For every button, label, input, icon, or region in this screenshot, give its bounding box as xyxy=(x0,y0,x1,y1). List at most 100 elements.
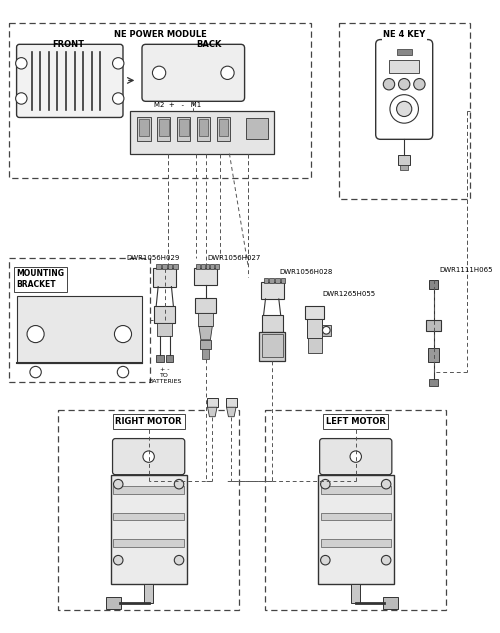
Text: LEFT MOTOR: LEFT MOTOR xyxy=(326,417,386,426)
Text: DWR1265H055: DWR1265H055 xyxy=(322,291,376,297)
Circle shape xyxy=(174,479,184,489)
Circle shape xyxy=(414,78,425,90)
Circle shape xyxy=(382,479,391,489)
Text: RIGHT MOTOR: RIGHT MOTOR xyxy=(116,417,182,426)
Circle shape xyxy=(382,555,391,565)
FancyBboxPatch shape xyxy=(142,44,244,101)
Circle shape xyxy=(16,93,27,104)
Bar xyxy=(206,264,210,268)
Polygon shape xyxy=(208,407,217,417)
Bar xyxy=(396,49,412,55)
FancyBboxPatch shape xyxy=(376,40,432,139)
Bar xyxy=(280,278,285,283)
Bar xyxy=(201,264,204,268)
Bar xyxy=(322,325,331,336)
Bar xyxy=(217,116,230,141)
Bar xyxy=(210,264,214,268)
Bar xyxy=(198,313,213,327)
Circle shape xyxy=(114,555,123,565)
FancyBboxPatch shape xyxy=(16,44,123,118)
Bar xyxy=(351,584,360,603)
Circle shape xyxy=(152,66,166,80)
Circle shape xyxy=(396,101,412,116)
Circle shape xyxy=(114,325,132,342)
Bar xyxy=(202,349,209,359)
Circle shape xyxy=(112,58,124,69)
Bar xyxy=(426,320,441,331)
Text: DWR1056H028: DWR1056H028 xyxy=(280,269,333,275)
Text: DWR1056H027: DWR1056H027 xyxy=(208,255,261,261)
Circle shape xyxy=(320,555,330,565)
Bar xyxy=(162,264,166,268)
Bar xyxy=(400,165,408,170)
Circle shape xyxy=(174,555,184,565)
Bar xyxy=(320,486,391,494)
FancyBboxPatch shape xyxy=(112,439,184,475)
Bar xyxy=(157,323,172,336)
Bar xyxy=(154,306,175,323)
Bar xyxy=(389,60,420,73)
Circle shape xyxy=(384,78,394,90)
Circle shape xyxy=(114,479,123,489)
Circle shape xyxy=(143,451,154,462)
Text: DWR1111H065: DWR1111H065 xyxy=(440,267,493,273)
Bar xyxy=(320,539,391,547)
Bar xyxy=(114,513,184,520)
Bar xyxy=(166,355,173,361)
Bar xyxy=(259,332,285,361)
FancyBboxPatch shape xyxy=(320,439,392,475)
Bar xyxy=(137,116,150,141)
Bar xyxy=(196,264,200,268)
Bar xyxy=(260,282,283,299)
Text: DWR1056H029: DWR1056H029 xyxy=(127,255,180,261)
Bar xyxy=(320,513,391,520)
Text: M2  +   -   M1: M2 + - M1 xyxy=(154,102,201,108)
Bar xyxy=(275,278,280,283)
Text: + -
TO
BATTERIES: + - TO BATTERIES xyxy=(148,367,182,384)
Circle shape xyxy=(30,367,42,378)
Bar xyxy=(194,268,217,285)
Circle shape xyxy=(118,367,128,378)
Text: NE 4 KEY: NE 4 KEY xyxy=(383,30,426,39)
Bar xyxy=(130,111,274,154)
Bar xyxy=(219,120,228,137)
Bar xyxy=(114,486,184,494)
Bar xyxy=(144,584,154,603)
Bar xyxy=(156,355,164,361)
Circle shape xyxy=(398,78,410,90)
Circle shape xyxy=(320,479,330,489)
Bar xyxy=(200,340,211,349)
Bar xyxy=(308,319,322,338)
Bar xyxy=(154,268,176,287)
Bar xyxy=(110,475,186,584)
Circle shape xyxy=(112,93,124,104)
Bar xyxy=(157,116,170,141)
Bar xyxy=(384,597,398,608)
Bar xyxy=(156,264,161,268)
Circle shape xyxy=(350,451,362,462)
Bar xyxy=(195,298,216,313)
Bar xyxy=(106,597,121,608)
Bar xyxy=(177,116,190,141)
Bar xyxy=(429,280,438,289)
Bar xyxy=(114,539,184,547)
Bar xyxy=(270,278,274,283)
Bar xyxy=(398,156,410,165)
Bar xyxy=(197,116,210,141)
Bar xyxy=(16,296,142,363)
Text: BACK: BACK xyxy=(196,40,221,49)
Bar xyxy=(174,264,178,268)
Bar xyxy=(264,278,268,283)
Bar xyxy=(159,120,168,137)
Polygon shape xyxy=(199,327,212,340)
Bar xyxy=(206,398,218,407)
Bar xyxy=(429,379,438,386)
Bar xyxy=(199,120,208,137)
Bar xyxy=(215,264,219,268)
Text: NE POWER MODULE: NE POWER MODULE xyxy=(114,30,206,39)
Bar xyxy=(262,334,282,357)
Circle shape xyxy=(221,66,234,80)
Polygon shape xyxy=(226,407,236,417)
Bar xyxy=(246,118,268,139)
Bar xyxy=(262,315,282,332)
